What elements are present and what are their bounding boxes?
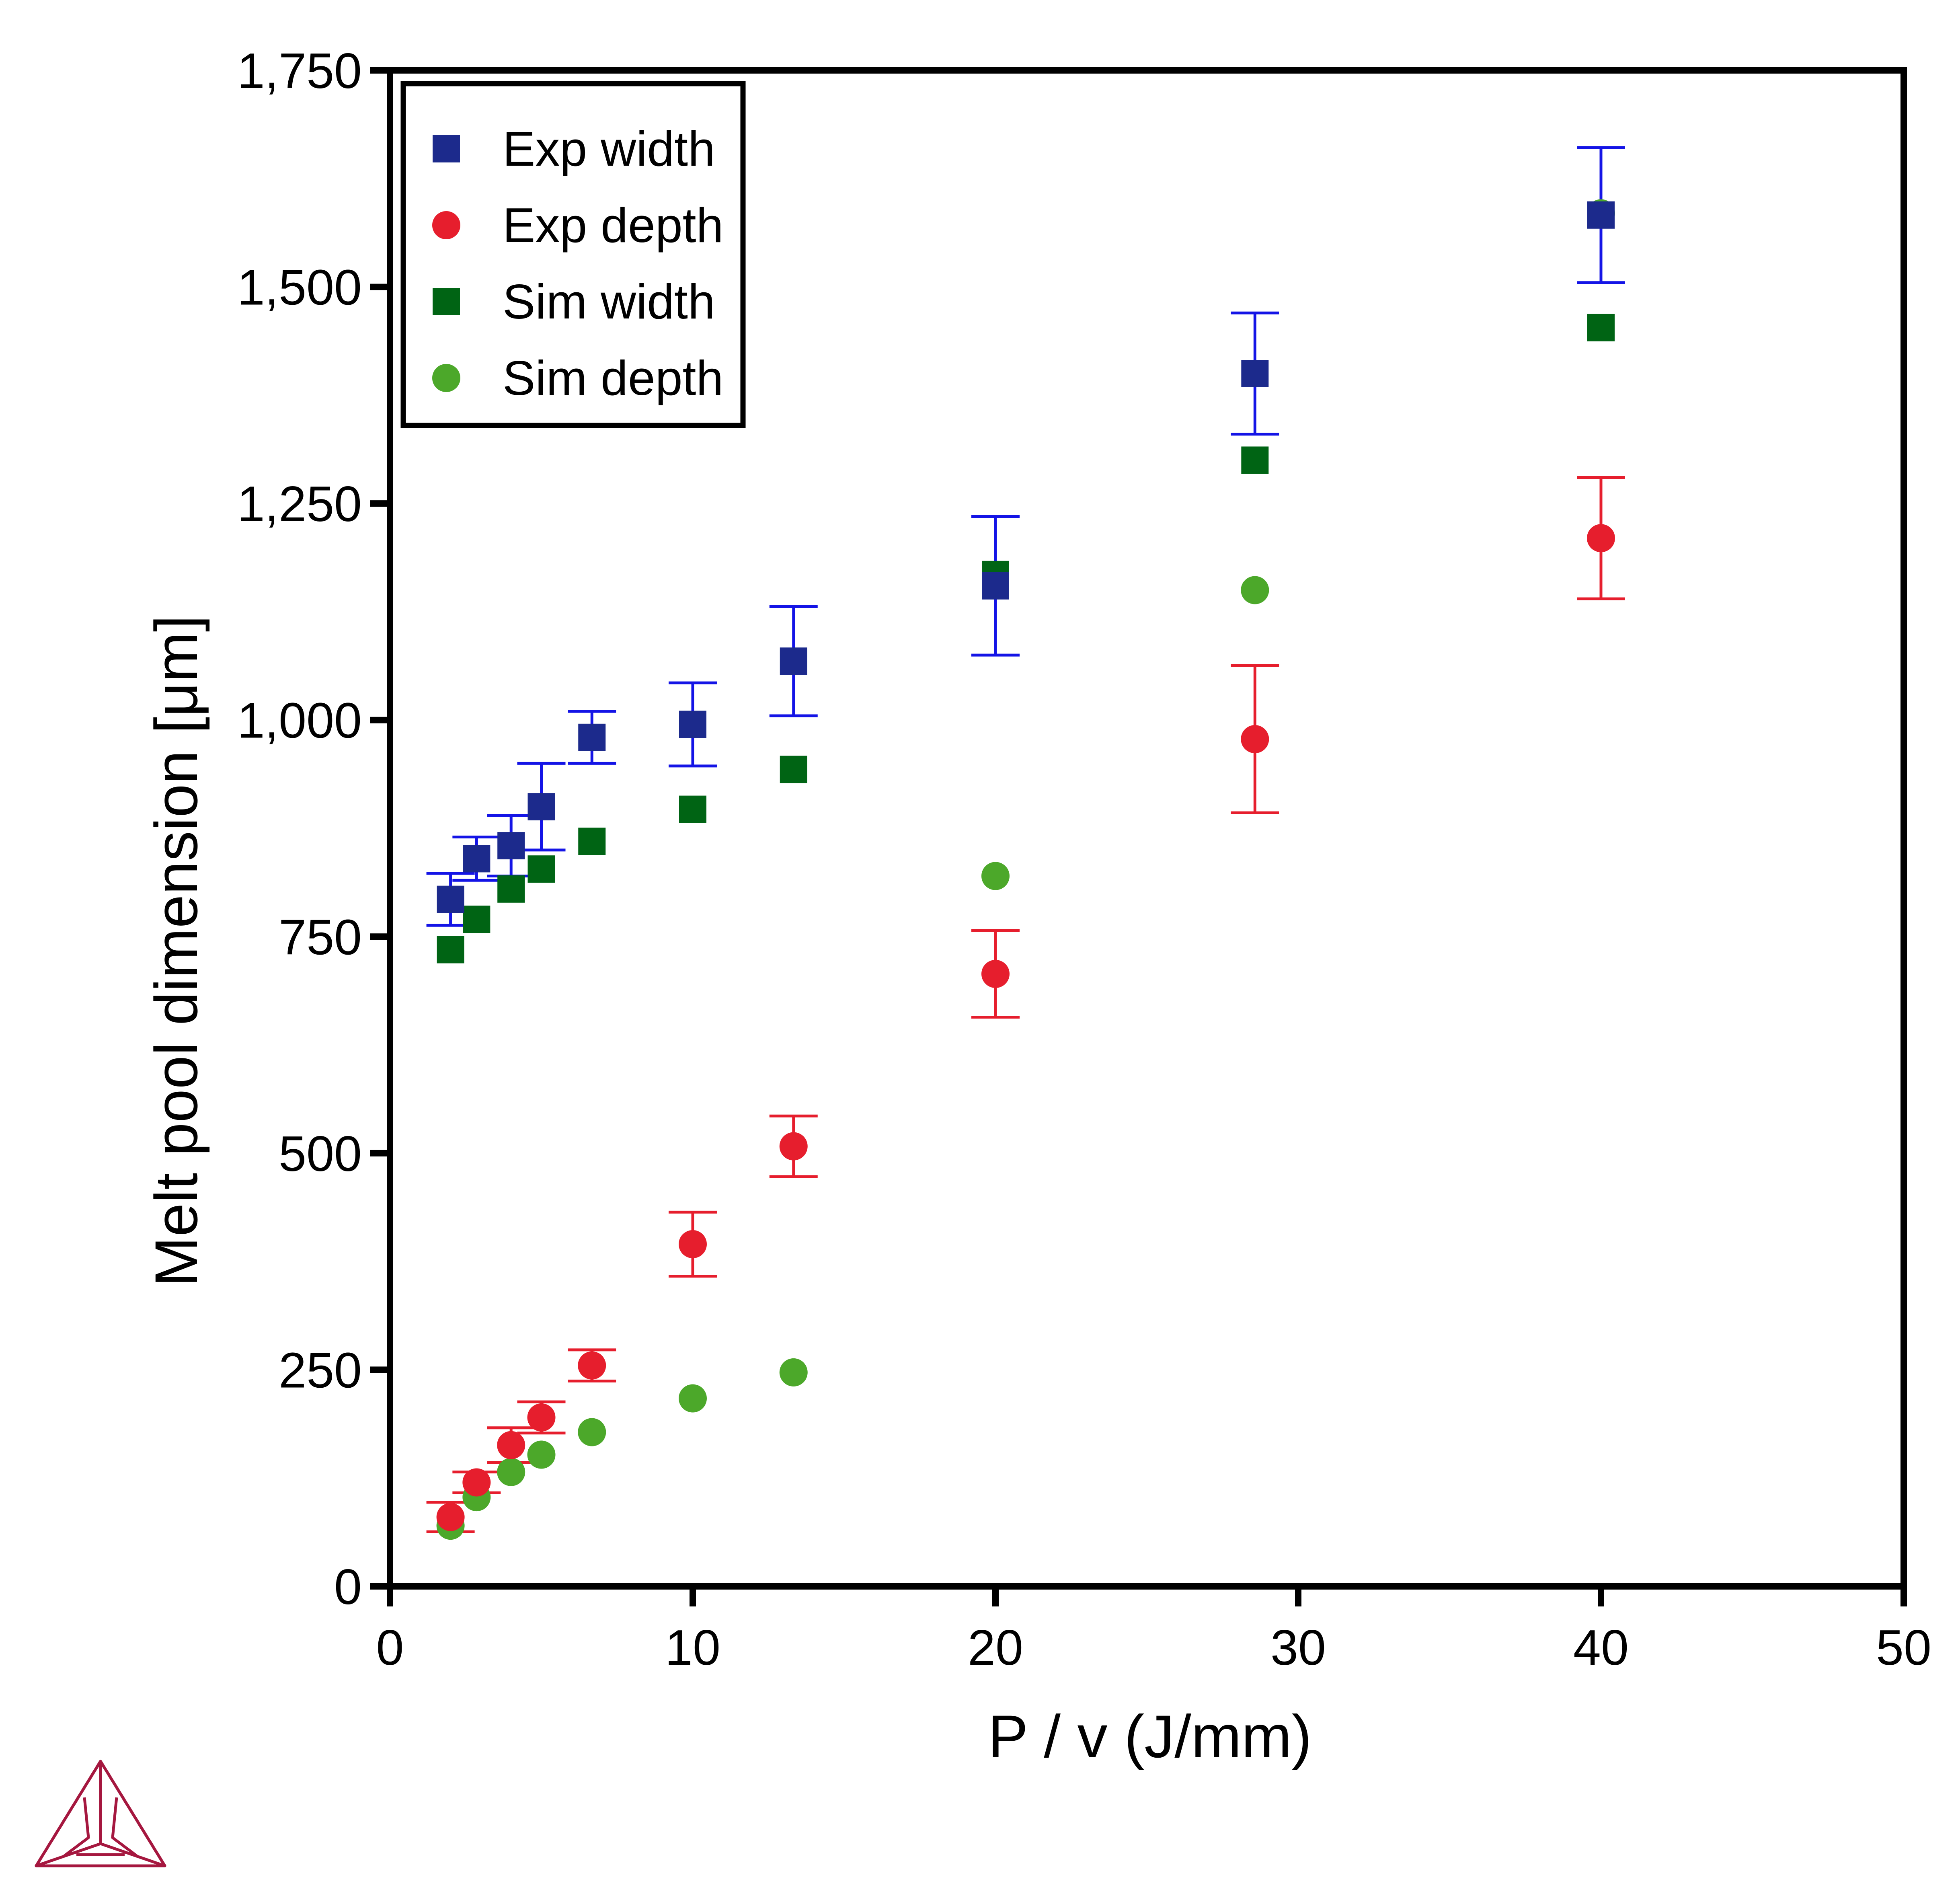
plot-border xyxy=(387,67,1907,1590)
legend-marker-exp-width xyxy=(433,135,460,162)
legend-label-sim-depth: Sim depth xyxy=(503,351,723,405)
exp-depth-point xyxy=(462,1468,491,1497)
exp-depth-point xyxy=(1241,725,1269,754)
sim-width-point xyxy=(527,855,555,883)
exp-depth-point xyxy=(1587,524,1615,553)
y-tick-label: 750 xyxy=(279,910,362,965)
legend-marker-sim-depth xyxy=(432,364,460,392)
sim-width-point xyxy=(780,756,807,783)
exp-depth-point xyxy=(679,1230,707,1259)
sim-width-point xyxy=(497,875,525,903)
sim-depth-point xyxy=(981,862,1010,890)
x-axis: 0 10 20 30 40 50 xyxy=(376,1586,1931,1676)
sim-width-point xyxy=(578,828,606,855)
x-tick-label: 40 xyxy=(1573,1620,1629,1676)
exp-width-point xyxy=(527,793,555,821)
exp-width-point xyxy=(1241,360,1269,387)
exp-width-point xyxy=(497,832,525,860)
x-tick-label: 20 xyxy=(968,1620,1023,1676)
exp-depth-point xyxy=(527,1403,556,1432)
legend-label-exp-width: Exp width xyxy=(503,121,715,176)
plot-area xyxy=(387,67,1907,1590)
sim-depth-point xyxy=(779,1358,808,1386)
y-tick-label: 1,750 xyxy=(237,43,362,99)
x-tick-label: 50 xyxy=(1876,1620,1931,1676)
sim-width-point xyxy=(463,906,491,933)
ternary-triangle-logo-icon xyxy=(35,1760,166,1867)
sim-width-point xyxy=(437,936,464,963)
sim-width-point xyxy=(1241,446,1269,474)
exp-depth-point xyxy=(779,1132,808,1161)
y-tick-label: 1,500 xyxy=(237,260,362,316)
sim-width-point xyxy=(679,795,706,823)
exp-depth-point xyxy=(497,1431,525,1459)
exp-width-point xyxy=(780,647,807,675)
exp-width-point xyxy=(463,845,491,873)
sim-depth-point xyxy=(497,1458,525,1486)
x-tick-label: 10 xyxy=(665,1620,720,1676)
y-axis-title: Melt pool dimension [μm] xyxy=(142,615,210,1287)
legend: Exp width Exp depth Sim width Sim depth xyxy=(400,81,746,428)
y-tick-label: 0 xyxy=(334,1559,362,1615)
x-axis-title: P / v (J/mm) xyxy=(988,1703,1312,1770)
exp-depth-point xyxy=(436,1503,465,1531)
error-bars xyxy=(426,146,1625,1533)
x-tick-label: 0 xyxy=(376,1620,404,1676)
y-tick-label: 250 xyxy=(279,1343,362,1398)
sim-depth-point xyxy=(578,1418,606,1446)
legend-marker-exp-depth xyxy=(432,211,460,239)
exp-width-point xyxy=(982,572,1009,600)
legend-label-sim-width: Sim width xyxy=(503,274,715,329)
legend-label-exp-depth: Exp depth xyxy=(503,198,723,253)
sim-depth-point xyxy=(1241,576,1269,604)
exp-width-point xyxy=(679,711,706,738)
data-markers xyxy=(436,199,1615,1540)
sim-depth-point xyxy=(527,1440,556,1469)
exp-width-point xyxy=(578,723,606,751)
legend-marker-sim-width xyxy=(433,288,460,315)
exp-width-point xyxy=(437,885,464,913)
sim-width-point xyxy=(1587,314,1615,341)
exp-depth-point xyxy=(981,959,1010,988)
sim-depth-point xyxy=(679,1384,707,1413)
x-tick-label: 30 xyxy=(1270,1620,1326,1676)
y-tick-label: 500 xyxy=(279,1126,362,1182)
y-tick-label: 1,250 xyxy=(237,477,362,532)
exp-depth-point xyxy=(578,1351,606,1380)
exp-width-point xyxy=(1587,201,1615,229)
y-tick-label: 1,000 xyxy=(237,693,362,749)
y-axis: 0 250 500 750 1,000 1,250 1,500 1,750 xyxy=(237,43,390,1615)
